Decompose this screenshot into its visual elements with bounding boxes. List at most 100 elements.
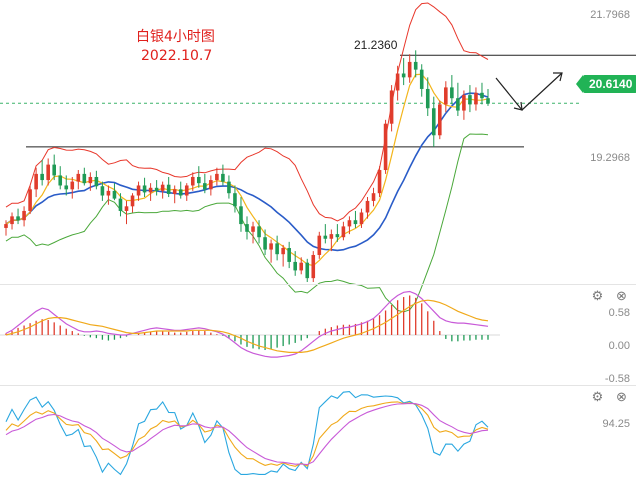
candle-body	[450, 87, 454, 99]
candle-body	[118, 198, 123, 211]
candle-body	[299, 262, 304, 271]
current-price-tag: 20.6140	[575, 75, 636, 93]
candle-body	[413, 61, 418, 70]
macd-tick-low: -0.58	[604, 373, 630, 385]
projection-arrowhead	[513, 101, 523, 111]
candle-body	[341, 226, 346, 238]
macd-tick-zero: 0.00	[608, 340, 630, 352]
candle-body	[46, 164, 50, 181]
candle-body	[353, 220, 358, 225]
candle-body	[82, 173, 87, 184]
candle-body	[425, 88, 430, 109]
macd-signal-line	[5, 299, 489, 353]
candle-body	[197, 176, 201, 184]
candle-body	[371, 193, 376, 201]
chart-title: 白银4小时图	[136, 29, 215, 45]
candle-body	[401, 73, 406, 78]
candle-body	[112, 190, 117, 199]
candle-body	[100, 186, 105, 196]
candle-body	[419, 69, 424, 89]
candle-body	[347, 220, 352, 227]
candle-body	[124, 206, 129, 211]
candle-body	[154, 187, 159, 191]
candle-body	[184, 185, 189, 196]
candle-body	[70, 181, 75, 190]
macd-line	[5, 290, 489, 358]
macd-close-icon[interactable]: ⊗	[616, 288, 627, 303]
kdj-j-line	[5, 391, 489, 476]
candle-body	[317, 235, 322, 255]
candle-body	[407, 61, 412, 78]
candle-body	[462, 95, 466, 111]
candle-body	[245, 224, 249, 232]
candle-body	[359, 212, 364, 225]
candle-body	[22, 210, 26, 221]
pane-divider	[0, 385, 636, 386]
kdj-d-line	[5, 402, 489, 466]
candle-body	[166, 184, 171, 194]
candle-body	[160, 184, 165, 191]
candle-body	[365, 200, 370, 213]
candle-body	[395, 73, 400, 91]
candle-body	[431, 108, 436, 136]
kdj-close-icon[interactable]: ⊗	[616, 389, 627, 404]
candle-body	[10, 216, 14, 225]
candle-body	[287, 248, 291, 262]
price-tick-mid: 19.2968	[590, 152, 630, 164]
candle-body	[311, 254, 316, 279]
candle-body	[215, 173, 219, 181]
candle-body	[94, 176, 99, 187]
candle-body	[4, 224, 8, 228]
kdj-settings-gear-icon[interactable]: ⚙	[591, 389, 604, 404]
candle-body	[486, 98, 490, 104]
candle-body	[52, 164, 56, 176]
candle-body	[28, 189, 32, 211]
bollinger-upper-line	[5, 2, 489, 222]
candle-body	[456, 98, 460, 111]
candle-body	[438, 104, 442, 136]
candle-body	[64, 185, 69, 190]
kdj-k-line	[5, 401, 489, 467]
candle-body	[444, 87, 448, 105]
candle-body	[323, 235, 328, 239]
candle-body	[305, 262, 310, 279]
candle-body	[468, 95, 472, 105]
candle-body	[76, 173, 81, 182]
candle-body	[58, 175, 63, 186]
candle-body	[40, 173, 44, 181]
candle-body	[263, 237, 267, 250]
pane-divider	[0, 284, 636, 285]
candle-body	[106, 190, 111, 196]
moving-average-line	[5, 73, 489, 267]
projection-arrow	[495, 72, 563, 111]
projection-arrowhead	[553, 72, 563, 82]
candle-body	[269, 243, 273, 250]
candle-body	[383, 123, 388, 171]
candle-body	[474, 92, 478, 105]
candle-body	[130, 195, 135, 207]
candle-body	[142, 185, 147, 193]
kdj-tick-high: 94.25	[602, 418, 630, 430]
candle-body	[172, 189, 177, 194]
candle-body	[209, 180, 213, 190]
candle-body	[281, 248, 285, 255]
candle-body	[148, 187, 153, 193]
candle-body	[257, 226, 261, 238]
candle-body	[293, 261, 297, 271]
candle-body	[329, 234, 334, 239]
candle-body	[233, 193, 237, 207]
resistance-level-label: 21.2360	[354, 38, 398, 52]
candle-body	[251, 226, 255, 232]
candle-body	[190, 176, 195, 186]
candle-body	[178, 189, 183, 196]
macd-tick-high: 0.58	[608, 307, 630, 319]
macd-settings-gear-icon[interactable]: ⚙	[591, 288, 604, 303]
candle-body	[377, 170, 382, 194]
candle-body	[480, 92, 484, 99]
candle-body	[227, 181, 231, 194]
candle-body	[275, 243, 279, 255]
candle-body	[34, 173, 38, 190]
candle-body	[389, 90, 394, 124]
